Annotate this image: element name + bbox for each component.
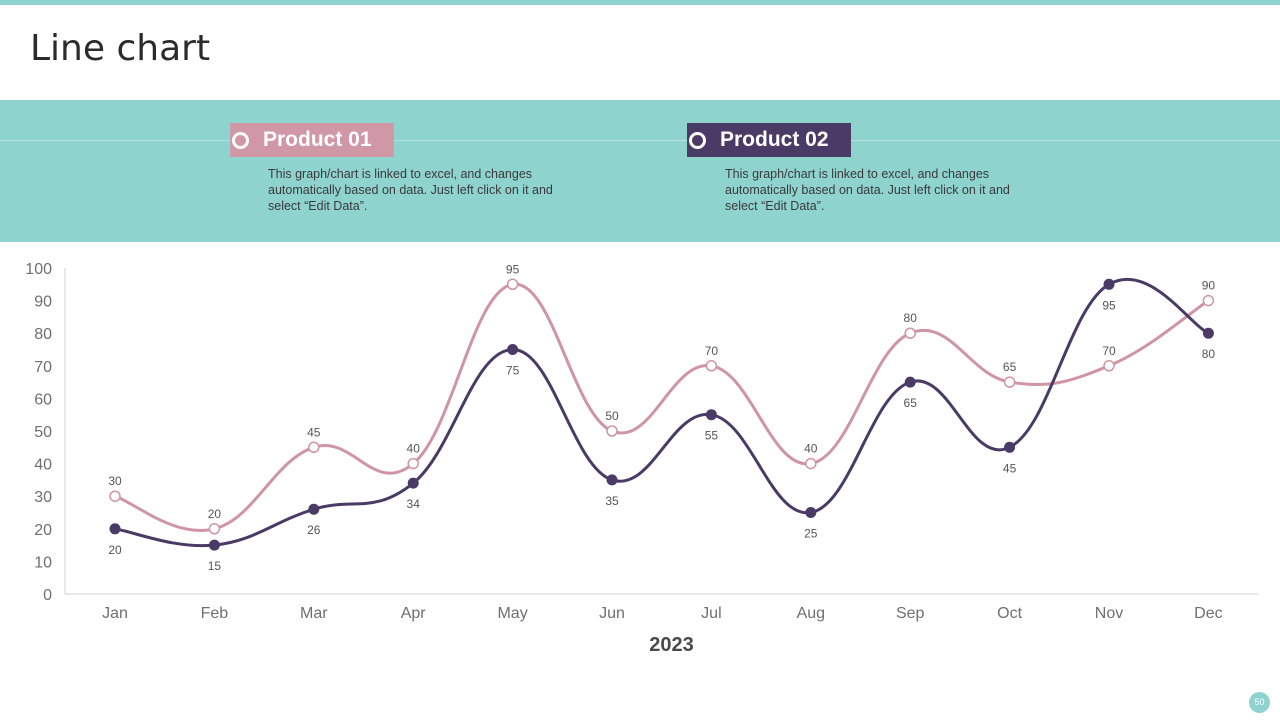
legend-band: Product 01 This graph/chart is linked to… [0, 100, 1280, 242]
legend-description: This graph/chart is linked to excel, and… [268, 167, 553, 213]
band-divider [0, 140, 1280, 141]
x-tick-label: Aug [797, 605, 825, 622]
y-tick-label: 10 [34, 554, 52, 571]
y-tick-label: 30 [34, 489, 52, 506]
data-label-product-01: 40 [804, 442, 818, 456]
x-tick-label: Dec [1194, 605, 1222, 622]
x-axis-title: 2023 [649, 634, 694, 656]
data-label-product-01: 40 [407, 442, 421, 456]
data-point-product-01 [805, 457, 817, 470]
page-title: Line chart [30, 28, 211, 69]
data-point-product-01 [1202, 294, 1215, 307]
y-tick-label: 90 [34, 294, 52, 311]
data-point-product-02 [507, 344, 519, 355]
legend-label: Product 01 [263, 128, 372, 151]
data-label-product-02: 55 [705, 429, 719, 443]
line-chart[interactable]: 0 10 20 30 40 50 60 70 80 90 100 Jan Feb Mar Apr May Jun… [0, 250, 1280, 670]
data-label-product-01: 95 [506, 262, 520, 276]
data-point-product-01 [705, 360, 718, 372]
x-tick-label: Jun [599, 605, 625, 622]
legend-title-product-01: Product 01 [230, 123, 394, 157]
x-tick-label: Jul [701, 605, 721, 622]
x-tick-label: Mar [300, 605, 328, 622]
legend-product-01[interactable]: Product 01 This graph/chart is linked to… [230, 123, 590, 214]
data-point-product-02 [1202, 327, 1214, 339]
y-tick-label: 100 [25, 261, 52, 278]
x-tick-label: Nov [1095, 605, 1123, 622]
data-point-product-02 [109, 523, 121, 535]
data-point-product-02 [904, 376, 916, 388]
data-point-product-01 [109, 490, 121, 502]
data-point-product-02 [308, 503, 320, 515]
data-label-product-02: 15 [208, 559, 222, 573]
data-point-product-02 [805, 507, 817, 518]
data-label-product-02: 34 [407, 497, 421, 511]
top-accent-rule [0, 0, 1280, 5]
y-tick-label: 50 [34, 424, 52, 441]
data-label-product-02: 75 [506, 364, 520, 378]
data-label-product-01: 90 [1202, 279, 1216, 293]
y-tick-label: 40 [34, 457, 52, 474]
y-tick-label: 60 [34, 391, 52, 408]
data-label-product-01: 20 [208, 507, 222, 521]
data-label-product-01: 65 [1003, 360, 1017, 374]
x-tick-label: May [497, 605, 527, 622]
data-point-product-02 [407, 477, 419, 489]
data-label-product-01: 80 [904, 311, 918, 325]
data-label-product-02: 80 [1202, 347, 1216, 361]
data-label-product-02: 25 [804, 527, 818, 541]
y-tick-label: 80 [34, 326, 52, 343]
x-tick-label: Oct [997, 605, 1022, 622]
data-point-product-02 [606, 474, 618, 486]
legend-description: This graph/chart is linked to excel, and… [725, 167, 1010, 213]
data-point-product-02 [1004, 441, 1016, 453]
data-point-product-02 [705, 409, 717, 421]
data-point-product-01 [506, 278, 519, 291]
data-label-product-02: 95 [1102, 298, 1116, 312]
y-tick-label: 20 [34, 522, 52, 539]
data-point-product-01 [1003, 376, 1016, 388]
data-point-product-01 [904, 327, 916, 339]
data-label-product-02: 26 [307, 523, 321, 537]
data-point-product-02 [208, 539, 220, 551]
data-point-product-01 [208, 523, 221, 535]
data-point-product-01 [1103, 360, 1115, 372]
data-point-product-02 [1103, 278, 1115, 290]
data-label-product-02: 20 [108, 543, 122, 557]
series-line-2 [114, 277, 1210, 548]
ring-icon [689, 131, 706, 149]
legend-label: Product 02 [720, 128, 829, 151]
y-tick-label: 70 [34, 359, 52, 376]
data-label-product-02: 65 [904, 396, 918, 410]
data-label-product-01: 50 [605, 409, 619, 423]
legend-product-02[interactable]: Product 02 This graph/chart is linked to… [687, 123, 1047, 214]
data-label-product-01: 45 [307, 425, 321, 439]
series-line-1 [114, 282, 1210, 532]
page-number-badge: 50 [1249, 692, 1270, 713]
data-label-product-01: 70 [1102, 344, 1116, 358]
data-label-product-01: 30 [108, 474, 122, 488]
x-tick-label: Feb [201, 605, 229, 622]
data-point-product-01 [407, 457, 419, 470]
data-point-product-01 [606, 425, 618, 437]
x-tick-label: Apr [401, 605, 427, 622]
data-point-product-01 [308, 441, 320, 454]
legend-title-product-02: Product 02 [687, 123, 851, 157]
data-label-product-02: 35 [605, 494, 619, 508]
x-tick-label: Sep [896, 605, 925, 622]
data-label-product-01: 70 [705, 344, 719, 358]
ring-icon [232, 131, 249, 149]
x-tick-label: Jan [102, 605, 128, 622]
data-label-product-02: 45 [1003, 461, 1017, 475]
y-tick-label: 0 [43, 587, 52, 604]
